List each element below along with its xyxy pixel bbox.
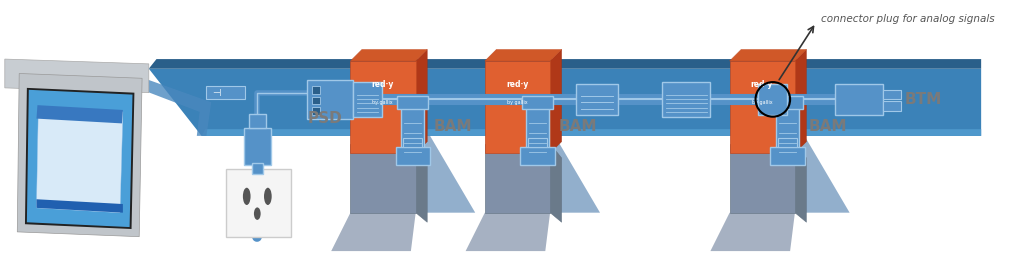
Bar <box>776 104 799 157</box>
Bar <box>252 163 263 174</box>
Text: by gallix: by gallix <box>507 100 527 105</box>
Polygon shape <box>730 49 807 61</box>
Polygon shape <box>37 105 123 123</box>
Polygon shape <box>730 144 795 213</box>
Bar <box>312 107 319 115</box>
Bar <box>403 138 423 147</box>
Bar <box>772 95 803 109</box>
Polygon shape <box>484 61 550 153</box>
Bar <box>836 84 884 115</box>
Ellipse shape <box>264 188 271 205</box>
Polygon shape <box>550 144 561 222</box>
Bar <box>307 80 353 119</box>
Bar <box>249 114 266 128</box>
Bar <box>884 101 900 111</box>
Ellipse shape <box>254 207 261 220</box>
Bar <box>520 147 555 165</box>
Bar <box>395 147 430 165</box>
Bar <box>663 82 711 117</box>
Polygon shape <box>730 61 795 153</box>
Text: BAM: BAM <box>559 119 597 134</box>
Text: BTM: BTM <box>904 92 942 107</box>
Bar <box>522 95 553 109</box>
Bar <box>884 90 900 99</box>
Polygon shape <box>350 61 416 153</box>
Polygon shape <box>484 49 561 61</box>
Text: BAM: BAM <box>434 119 472 134</box>
Polygon shape <box>37 199 123 213</box>
Bar <box>312 97 319 104</box>
Polygon shape <box>768 136 850 213</box>
Polygon shape <box>148 59 981 69</box>
Polygon shape <box>17 73 142 237</box>
Polygon shape <box>202 129 981 136</box>
Ellipse shape <box>243 188 251 205</box>
Polygon shape <box>795 49 807 153</box>
Text: by gallix: by gallix <box>373 100 393 105</box>
Bar <box>759 84 787 115</box>
Bar <box>207 86 245 99</box>
Polygon shape <box>416 49 427 153</box>
Bar <box>312 86 319 94</box>
Text: red·y: red·y <box>751 80 773 89</box>
Polygon shape <box>350 144 416 213</box>
Text: red·y: red·y <box>372 80 394 89</box>
Bar <box>577 84 618 115</box>
Text: PDM-U: PDM-U <box>236 43 282 56</box>
Polygon shape <box>484 144 550 213</box>
Text: red·y: red·y <box>506 80 528 89</box>
Text: by gallix: by gallix <box>752 100 772 105</box>
Text: ⊣: ⊣ <box>212 88 220 98</box>
Polygon shape <box>795 144 807 222</box>
Polygon shape <box>466 213 550 251</box>
Bar <box>526 104 549 157</box>
Text: BAM: BAM <box>808 119 847 134</box>
Bar <box>225 169 291 237</box>
Polygon shape <box>27 90 132 227</box>
Polygon shape <box>550 49 561 153</box>
Polygon shape <box>331 213 416 251</box>
Polygon shape <box>132 78 211 136</box>
Bar <box>777 138 797 147</box>
Bar <box>397 95 428 109</box>
Polygon shape <box>416 144 427 222</box>
Polygon shape <box>37 107 123 213</box>
Polygon shape <box>711 213 795 251</box>
Polygon shape <box>393 136 475 213</box>
Polygon shape <box>148 69 981 136</box>
Text: BEC: BEC <box>634 43 660 56</box>
Bar <box>528 138 547 147</box>
Polygon shape <box>25 88 134 229</box>
Polygon shape <box>518 136 600 213</box>
Text: PSD: PSD <box>307 111 342 126</box>
Bar <box>770 147 805 165</box>
Text: connector plug for analog signals: connector plug for analog signals <box>821 14 994 24</box>
Polygon shape <box>5 59 148 93</box>
Polygon shape <box>350 49 427 61</box>
Bar <box>401 104 424 157</box>
Bar <box>244 128 270 165</box>
Bar <box>353 82 382 117</box>
